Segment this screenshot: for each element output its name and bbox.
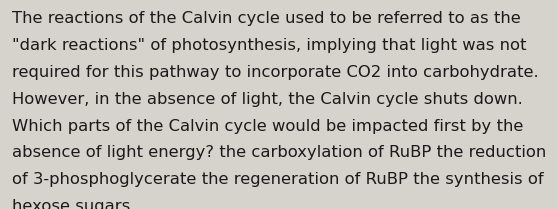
Text: hexose sugars: hexose sugars — [12, 199, 131, 209]
Text: The reactions of the Calvin cycle used to be referred to as the: The reactions of the Calvin cycle used t… — [12, 11, 521, 27]
Text: absence of light energy? the carboxylation of RuBP the reduction: absence of light energy? the carboxylati… — [12, 145, 546, 160]
Text: of 3-phosphoglycerate the regeneration of RuBP the synthesis of: of 3-phosphoglycerate the regeneration o… — [12, 172, 544, 187]
Text: required for this pathway to incorporate CO2 into carbohydrate.: required for this pathway to incorporate… — [12, 65, 539, 80]
Text: Which parts of the Calvin cycle would be impacted first by the: Which parts of the Calvin cycle would be… — [12, 119, 523, 134]
Text: However, in the absence of light, the Calvin cycle shuts down.: However, in the absence of light, the Ca… — [12, 92, 523, 107]
Text: "dark reactions" of photosynthesis, implying that light was not: "dark reactions" of photosynthesis, impl… — [12, 38, 527, 53]
